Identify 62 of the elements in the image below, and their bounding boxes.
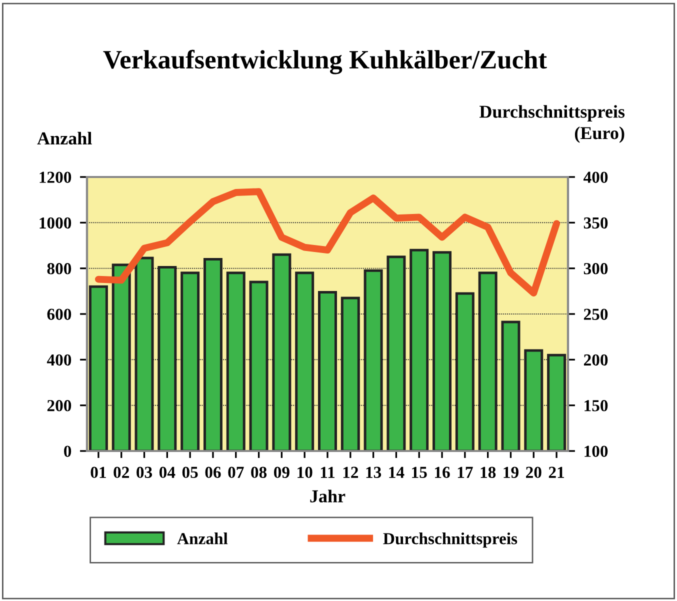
bar [134, 256, 154, 451]
chart-title: Verkaufsentwicklung Kuhkälber/Zucht [103, 50, 547, 74]
y-axis-title: Anzahl [37, 132, 92, 145]
x-tick-label: 05 [182, 466, 198, 478]
bar [112, 264, 131, 451]
bar [478, 272, 498, 451]
x-tick-label: 20 [526, 466, 542, 478]
legend-label: Durchschnittspreis [383, 532, 518, 548]
x-tick-label: 13 [366, 466, 382, 478]
bar [364, 269, 383, 451]
bar [318, 291, 337, 451]
y-tick-label: 0 [64, 446, 72, 457]
y2-tick-label: 400 [584, 172, 608, 183]
bar [249, 280, 268, 451]
bar [455, 292, 474, 451]
bar [386, 256, 406, 451]
x-tick-label: 18 [480, 466, 496, 478]
x-tick-label: 11 [320, 466, 335, 478]
y2-tick-label: 150 [584, 400, 608, 412]
y2-tick-label: 200 [584, 354, 608, 366]
bar [88, 285, 108, 451]
y2-tick-label: 100 [584, 446, 608, 457]
y2-tick-label: 250 [584, 308, 608, 320]
bar [203, 258, 222, 451]
x-tick-label: 09 [274, 466, 290, 478]
y2-axis-title: Durchschnittspreis (Euro) [479, 105, 625, 143]
x-axis-title: Jahr [310, 490, 346, 502]
x-tick-label: 06 [205, 466, 221, 478]
x-tick-label: 03 [136, 466, 152, 478]
bar [180, 272, 200, 451]
x-tick-label: 14 [389, 466, 404, 478]
bar [272, 253, 292, 451]
y-tick-label: 1000 [40, 217, 72, 229]
bar [524, 349, 544, 451]
x-tick-label: 12 [343, 466, 358, 478]
x-tick-label: 01 [90, 466, 106, 478]
x-tick-label: 04 [159, 466, 176, 478]
y-tick-label: 800 [47, 263, 72, 274]
x-tick-label: 19 [504, 466, 518, 478]
bar [547, 354, 566, 451]
y-tick-label: 1200 [40, 172, 72, 183]
x-tick-label: 15 [412, 466, 427, 478]
y-tick-label: 600 [47, 308, 72, 320]
y2-tick-label: 300 [584, 263, 608, 274]
bar [410, 248, 429, 451]
y2-tick-label: 350 [584, 217, 608, 229]
bar [340, 296, 360, 451]
x-tick-label: 08 [251, 466, 267, 478]
bar [226, 272, 246, 451]
x-tick-label: 10 [298, 466, 312, 478]
y-tick-label: 200 [47, 400, 72, 412]
x-tick-label: 17 [458, 466, 473, 478]
bar [432, 251, 452, 451]
x-tick-label: 02 [114, 466, 129, 478]
y-tick-label: 400 [46, 354, 72, 366]
legend-label: Anzahl [177, 532, 228, 544]
bar [295, 272, 314, 451]
x-tick-label: 07 [228, 466, 244, 478]
x-tick-label: 21 [548, 466, 564, 478]
x-tick-label: 16 [435, 466, 450, 478]
bar [501, 320, 520, 451]
bar [158, 266, 177, 451]
